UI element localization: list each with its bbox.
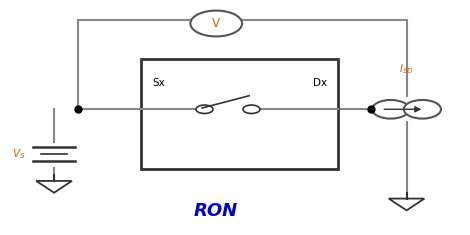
- Text: Sx: Sx: [153, 78, 165, 88]
- Circle shape: [190, 11, 242, 36]
- Text: V: V: [212, 17, 220, 30]
- Bar: [141, 59, 338, 169]
- Circle shape: [243, 105, 260, 114]
- Circle shape: [372, 100, 409, 119]
- Text: RON: RON: [194, 203, 238, 220]
- Circle shape: [196, 105, 213, 114]
- Circle shape: [404, 100, 441, 119]
- Text: $V_S$: $V_S$: [12, 147, 26, 161]
- Text: $I_{SD}$: $I_{SD}$: [399, 63, 414, 76]
- Text: Dx: Dx: [313, 78, 327, 88]
